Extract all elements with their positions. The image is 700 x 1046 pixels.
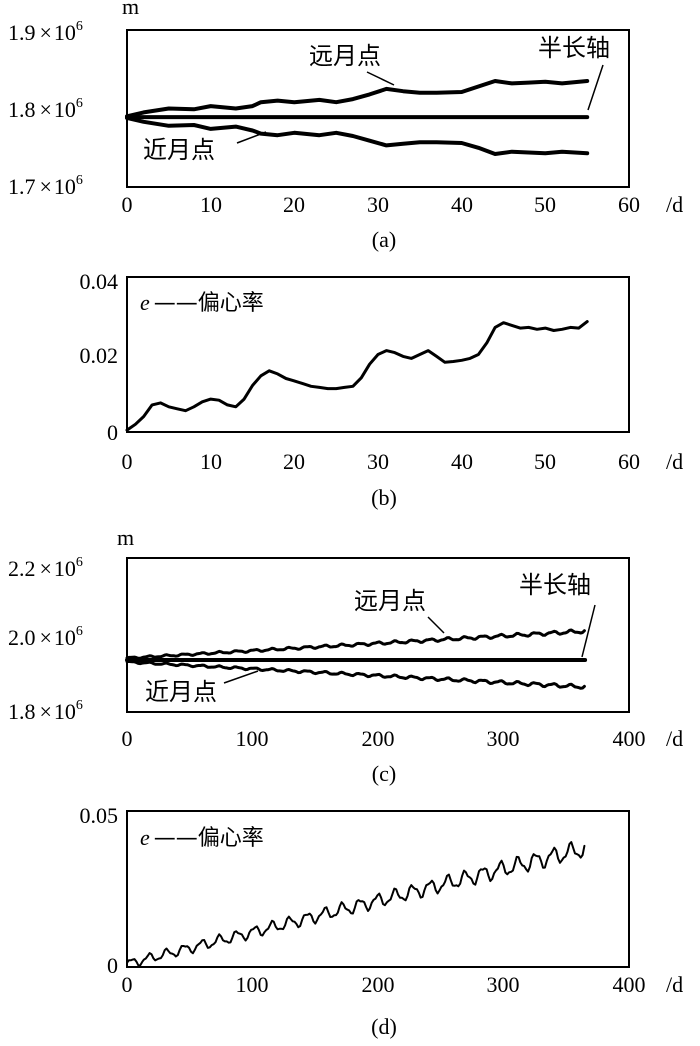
panel-b-xtick-0: 0 (122, 449, 133, 474)
panel-a-xtick-6: 60 (618, 192, 640, 217)
panel-d-xtick-0: 0 (122, 972, 133, 997)
panel-b-xtick-3: 30 (367, 449, 389, 474)
panel-c-series-apolune (125, 628, 586, 660)
panel-c-xunit: /d (666, 726, 683, 751)
panel-a-frame (126, 29, 630, 188)
panel-b-series-eccentricity (125, 320, 589, 432)
panel-b-xtick-4: 40 (451, 449, 473, 474)
svg-text:1.8×106: 1.8 ×106 (8, 698, 83, 724)
panel-a-ytick-0: 1.9 ×106 (8, 19, 83, 45)
panel-d-legend: e ——偏心率 (140, 825, 264, 851)
panel-c-ytick-0: 2.2 ×106 (8, 555, 83, 581)
panel-a-xtick-3: 30 (367, 192, 389, 217)
panel-c-xtick-0: 0 (122, 726, 133, 751)
panel-d-xtick-1: 100 (236, 972, 269, 997)
svg-text:1.9×106: 1.9 ×106 (8, 19, 83, 45)
panel-b-ytick-0: 0.04 (80, 269, 119, 294)
panel-a-caption: (a) (372, 227, 396, 252)
panel-b-caption: (b) (371, 485, 397, 510)
panel-c-caption: (c) (372, 761, 396, 786)
panel-a-xunit: /d (666, 192, 683, 217)
panel-a-leader-semimajor (587, 64, 604, 111)
svg-text:1.7×106: 1.7 ×106 (8, 173, 83, 199)
panel-a-leader-apolune (366, 71, 395, 86)
panel-a-ytick-1: 1.8 ×106 (8, 96, 83, 122)
svg-text:2.0×106: 2.0 ×106 (8, 624, 83, 650)
panel-c-ytick-1: 2.0 ×106 (8, 624, 83, 650)
panel-c-label-apolune: 远月点 (354, 587, 426, 615)
panel-a: m 1.9 ×106 1.8 ×106 1.7 ×106 0 10 20 30 40 … (8, 0, 683, 252)
panel-a-label-perilune: 近月点 (143, 136, 215, 164)
panel-a-label-semimajor: 半长轴 (538, 34, 610, 62)
panel-b-frame (126, 276, 630, 433)
panel-d-xticks: 0 100 200 300 400 (122, 972, 646, 997)
panel-a-xtick-2: 20 (283, 192, 305, 217)
panel-b-xtick-6: 60 (618, 449, 640, 474)
panel-d-xtick-3: 300 (487, 972, 520, 997)
panel-b-xticks: 0 10 20 30 40 50 60 (122, 449, 641, 474)
panel-d-xtick-2: 200 (362, 972, 395, 997)
panel-c-xtick-3: 300 (487, 726, 520, 751)
panel-d-xunit: /d (666, 972, 683, 997)
panel-a-xtick-0: 0 (122, 192, 133, 217)
svg-text:e——偏心率: e ——偏心率 (140, 290, 264, 316)
panel-b-xunit: /d (666, 449, 683, 474)
panel-d-series-eccentricity (126, 841, 586, 967)
panel-c-xtick-1: 100 (236, 726, 269, 751)
panel-d-ytick-1: 0 (107, 953, 118, 978)
panel-c-ylabel: m (117, 525, 134, 550)
panel-d-caption: (d) (371, 1014, 397, 1039)
panel-a-xtick-4: 40 (451, 192, 473, 217)
panel-b-xtick-2: 20 (283, 449, 305, 474)
panel-c-xtick-4: 400 (613, 726, 646, 751)
panel-c-ytick-2: 1.8 ×106 (8, 698, 83, 724)
panel-b-lines (125, 320, 589, 432)
panel-b-xtick-5: 50 (534, 449, 556, 474)
panel-d-xtick-4: 400 (613, 972, 646, 997)
panel-d: 0.05 0 0 100 200 300 400 /d e ——偏心率 (d) (80, 803, 684, 1039)
panel-a-xtick-5: 50 (534, 192, 556, 217)
panel-a-series-perilune (125, 115, 590, 156)
panel-d-ytick-0: 0.05 (80, 803, 119, 828)
panel-b-ytick-2: 0 (107, 420, 118, 445)
svg-text:1.8×106: 1.8 ×106 (8, 96, 83, 122)
panel-c-series-perilune (125, 659, 586, 690)
panel-a-series-apolune (125, 79, 590, 119)
panel-c-leader-perilune (223, 670, 259, 684)
panel-b: 0.04 0.02 0 0 10 20 30 40 50 60 /d e ——偏心… (80, 269, 684, 510)
panel-c-xticks: 0 100 200 300 400 (122, 726, 646, 751)
panel-c-xtick-2: 200 (362, 726, 395, 751)
panel-a-ytick-2: 1.7 ×106 (8, 173, 83, 199)
svg-text:e——偏心率: e ——偏心率 (140, 825, 264, 851)
panel-a-ylabel: m (122, 0, 139, 19)
panel-c-lines (125, 628, 588, 690)
panel-b-xtick-1: 10 (200, 449, 222, 474)
svg-text:2.2×106: 2.2 ×106 (8, 555, 83, 581)
panel-a-xtick-1: 10 (200, 192, 222, 217)
panel-b-ytick-1: 0.02 (80, 343, 119, 368)
panel-b-legend: e ——偏心率 (140, 290, 264, 316)
panel-c-label-perilune: 近月点 (145, 678, 217, 706)
panel-a-lines (125, 79, 590, 156)
panel-c-frame (126, 557, 630, 713)
panel-c-leader-apolune (427, 616, 445, 634)
panel-c-leader-semimajor (581, 604, 596, 658)
panel-a-label-apolune: 远月点 (309, 42, 381, 70)
panel-c-label-semimajor: 半长轴 (519, 571, 591, 599)
panel-c: m 2.2 ×106 2.0 ×106 1.8 ×106 0 100 200 300 … (8, 525, 683, 786)
panel-a-xticks: 0 10 20 30 40 50 60 (122, 192, 641, 217)
panel-d-lines (126, 841, 586, 967)
panel-d-frame (126, 810, 630, 968)
panel-a-leader-perilune (236, 131, 267, 144)
